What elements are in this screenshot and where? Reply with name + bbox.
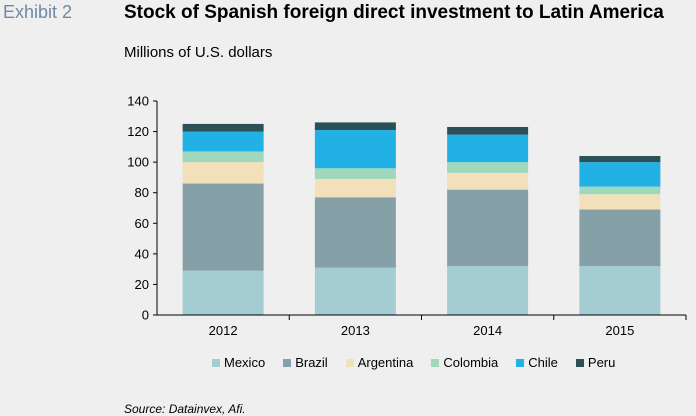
legend-item-brazil: Brazil: [283, 355, 328, 370]
legend-label: Mexico: [224, 355, 266, 370]
y-tick-label: 80: [135, 185, 149, 200]
legend-item-colombia: Colombia: [431, 355, 498, 370]
y-tick-label: 120: [127, 124, 149, 139]
legend-label: Chile: [528, 355, 558, 370]
bar-segment-mexico-2014: [447, 266, 529, 315]
bar-segment-mexico-2012: [182, 270, 264, 315]
legend-swatch: [212, 358, 220, 367]
legend: Mexico Brazil Argentina Colombia Chile Peru: [212, 355, 615, 370]
source-note: Source: Datainvex, Afi.: [124, 402, 246, 416]
bar-segment-mexico-2015: [579, 266, 661, 315]
y-tick-label: 0: [142, 308, 149, 323]
legend-swatch: [345, 358, 354, 367]
bar-segment-brazil-2013: [314, 197, 396, 268]
bar-segment-chile-2015: [579, 162, 661, 187]
y-axis: 0 20 40 60 80 100 120 140: [127, 94, 157, 323]
bar-segment-colombia-2015: [579, 186, 661, 195]
y-tick-label: 140: [127, 94, 149, 109]
legend-label: Colombia: [443, 355, 499, 370]
y-tick-label: 100: [127, 155, 149, 170]
bar-segment-colombia-2013: [314, 168, 396, 179]
legend-label: Brazil: [295, 355, 328, 370]
x-axis: 2012 2013 2014 2015: [209, 315, 687, 338]
bar-segment-peru-2014: [447, 126, 529, 135]
x-tick-label: 2013: [341, 323, 370, 338]
legend-label: Peru: [587, 355, 616, 370]
y-tick-label: 20: [135, 277, 149, 292]
bar-segment-argentina-2013: [314, 178, 396, 198]
x-tick-label: 2012: [209, 323, 238, 338]
legend-swatch: [431, 358, 440, 367]
legend-item-peru: Peru: [575, 355, 616, 370]
y-tick-label: 60: [135, 216, 149, 231]
bar-segment-argentina-2012: [182, 162, 264, 184]
chart-subtitle: Millions of U.S. dollars: [124, 44, 273, 61]
exhibit-label: Exhibit 2: [3, 2, 73, 22]
bar-segment-chile-2014: [447, 134, 529, 163]
bar-segment-peru-2015: [579, 156, 661, 163]
bar-segment-argentina-2015: [579, 194, 661, 210]
x-tick-label: 2014: [473, 323, 502, 338]
legend-label: Argentina: [357, 355, 414, 370]
stacked-bar-chart: 0 20 40 60 80 100 120 140 2012 2013 2014 2015: [127, 94, 687, 338]
legend-swatch: [516, 358, 525, 367]
legend-item-mexico: Mexico: [212, 355, 265, 370]
bar-segment-brazil-2012: [182, 183, 264, 271]
bar-segment-chile-2012: [182, 131, 264, 152]
legend-swatch: [575, 358, 584, 367]
bar-segment-chile-2013: [314, 130, 396, 169]
chart-title: Stock of Spanish foreign direct investme…: [124, 2, 664, 23]
x-tick-label: 2015: [605, 323, 634, 338]
bars-group: [182, 122, 661, 315]
y-tick-label: 40: [135, 246, 149, 261]
bar-segment-peru-2013: [314, 122, 396, 131]
bar-segment-colombia-2014: [447, 162, 529, 173]
legend-swatch: [283, 358, 292, 367]
bar-segment-brazil-2014: [447, 189, 529, 267]
legend-item-chile: Chile: [516, 355, 558, 370]
bar-segment-peru-2012: [182, 123, 264, 132]
bar-segment-brazil-2015: [579, 209, 661, 267]
legend-item-argentina: Argentina: [345, 355, 414, 370]
bar-segment-colombia-2012: [182, 151, 264, 163]
bar-segment-argentina-2014: [447, 172, 529, 190]
bar-segment-mexico-2013: [314, 267, 396, 315]
